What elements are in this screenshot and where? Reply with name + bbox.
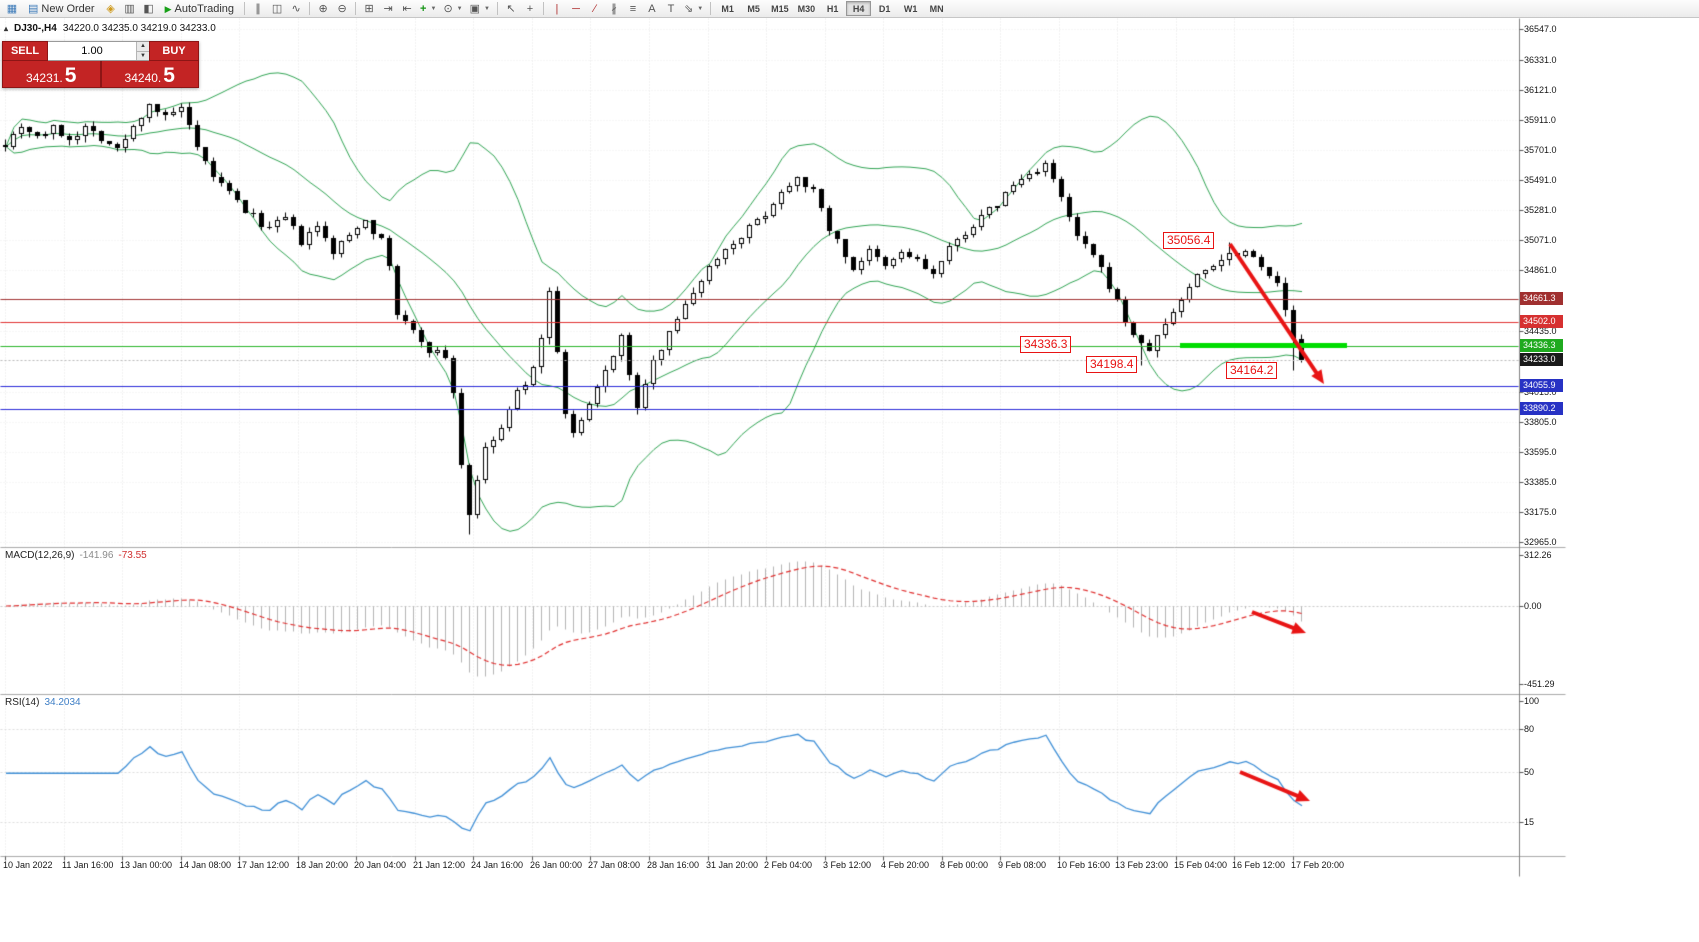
crosshair-icon: + [526,2,534,15]
autotrading-button-label: AutoTrading [174,2,235,15]
timeframe-d1-button[interactable]: D1 [872,1,897,16]
vertical-line-button[interactable]: | [548,1,566,17]
new-order-icon: ▤ [28,2,39,15]
line-chart-button[interactable]: ∿ [287,1,305,17]
expert-advisors-button[interactable]: ◈ [102,1,120,17]
timeframe-m30-button[interactable]: M30 [794,1,820,16]
navigator-button[interactable]: ◧ [140,1,158,17]
toolbar-separator [542,2,544,15]
new-order-button[interactable]: ▤ New Order [22,1,101,17]
autotrading-icon: ▶ [164,3,172,14]
horizontal-line-button[interactable]: ─ [567,1,585,17]
toolbar-separator [244,2,246,15]
chart-window-icon: ▦ [6,2,18,15]
trendline-button[interactable]: ∕ [586,1,604,17]
dropdown-caret-icon: ▼ [456,5,463,12]
zoom-out-icon: ⊖ [337,2,347,15]
dropdown-caret-icon: ▼ [697,5,704,12]
bar-chart-button[interactable]: ∥ [249,1,267,17]
volume-field: ▲ ▼ [48,41,149,61]
navigator-icon: ◧ [143,2,154,15]
expert-advisors-icon: ◈ [106,2,115,15]
volume-decrease-button[interactable]: ▼ [137,51,149,60]
price-annotation[interactable]: 34198.4 [1086,356,1138,373]
chart-symbol-period: DJ30-,H4 [14,23,57,34]
volume-spinner: ▲ ▼ [136,42,149,60]
candlestick-chart-button[interactable]: ◫ [268,1,286,17]
trendline-icon: ∕ [594,2,596,15]
cycles-button[interactable]: ⊙ ▼ [440,1,465,17]
indicators-icon: + [420,2,427,15]
sell-price[interactable]: 34231. 5 [2,61,101,88]
chart-ohlc-header: ▴ DJ30-,H4 34220.0 34235.0 34219.0 34233… [4,23,216,34]
toolbar-separator [309,2,311,15]
timeframe-h1-button[interactable]: H1 [820,1,845,16]
tile-windows-button[interactable]: ⊞ [360,1,378,17]
zoom-in-icon: ⊕ [318,2,328,15]
dropdown-caret-icon: ▼ [430,5,437,12]
cursor-icon: ↖ [506,2,516,15]
price-annotation[interactable]: 34164.2 [1226,362,1278,379]
zoom-out-button[interactable]: ⊖ [333,1,351,17]
charts-button[interactable]: ▥ [121,1,139,17]
chart-window-button[interactable]: ▦ [3,1,21,17]
channel-icon: ∦ [611,2,617,15]
price-annotation[interactable]: 34336.3 [1020,336,1072,353]
candlestick-chart-icon: ◫ [271,2,283,15]
text-icon: A [648,2,656,15]
tile-windows-icon: ⊞ [364,2,374,15]
vertical-line-icon: | [555,2,559,15]
timeframe-m15-button[interactable]: M15 [767,1,793,16]
arrows-button[interactable]: ⇘ ▼ [681,1,706,17]
toolbar-separator [710,2,712,15]
chart-shift-button[interactable]: ⇤ [398,1,416,17]
timeframe-m5-button[interactable]: M5 [741,1,766,16]
chart-shift-icon: ⇤ [402,2,412,15]
rsi-indicator-label: RSI(14) 34.2034 [5,697,81,708]
toolbar-separator [355,2,357,15]
zoom-in-button[interactable]: ⊕ [314,1,332,17]
sell-button[interactable]: SELL [2,41,48,61]
text-label-button[interactable]: T [662,1,680,17]
cycles-icon: ⊙ [443,2,453,15]
new-order-button-label: New Order [41,2,95,15]
channel-button[interactable]: ∦ [605,1,623,17]
horizontal-line-icon: ─ [572,2,580,15]
timeframe-w1-button[interactable]: W1 [898,1,923,16]
bar-chart-icon: ∥ [255,2,261,15]
main-toolbar: ▦ ▤ New Order ◈ ▥ ◧ ▶ AutoTrading ∥ ◫ ∿ ⊕ ⊖ ⊞ ⇥ ⇤ + ▼ ⊙ ▼ ▣ ▼… [0,0,1699,18]
buy-price[interactable]: 34240. 5 [100,61,199,88]
chart-ohlc-values: 34220.0 34235.0 34219.0 34233.0 [62,23,216,34]
volume-input[interactable] [48,42,136,60]
line-chart-icon: ∿ [291,2,301,15]
templates-icon: ▣ [469,2,481,15]
toolbar-separator [496,2,498,15]
timeframe-mn-button[interactable]: MN [924,1,949,16]
charts-icon: ▥ [124,2,135,15]
arrows-icon: ⇘ [683,2,694,15]
fibonacci-button[interactable]: ≡ [624,1,642,17]
buy-button[interactable]: BUY [149,41,199,61]
price-annotation[interactable]: 35056.4 [1163,232,1215,249]
volume-increase-button[interactable]: ▲ [137,42,149,52]
macd-indicator-label: MACD(12,26,9) -141.96 -73.55 [5,550,147,561]
one-click-trading-panel: SELL ▲ ▼ BUY 34231.5 34240.5 [2,41,199,88]
text-label-icon: T [667,2,675,15]
crosshair-button[interactable]: + [521,1,539,17]
timeframe-m1-button[interactable]: M1 [715,1,740,16]
indicators-button[interactable]: + ▼ [417,1,439,17]
auto-scroll-button[interactable]: ⇥ [379,1,397,17]
cursor-button[interactable]: ↖ [502,1,520,17]
dropdown-caret-icon: ▼ [484,5,490,12]
fibonacci-icon: ≡ [629,2,637,15]
text-button[interactable]: A [643,1,661,17]
timeframe-h4-button[interactable]: H4 [846,1,872,16]
templates-button[interactable]: ▣ ▼ [467,1,493,17]
auto-scroll-icon: ⇥ [383,2,393,15]
autotrading-button[interactable]: ▶ AutoTrading [159,1,240,17]
one-click-toggle-button[interactable]: ▴ [4,24,9,33]
